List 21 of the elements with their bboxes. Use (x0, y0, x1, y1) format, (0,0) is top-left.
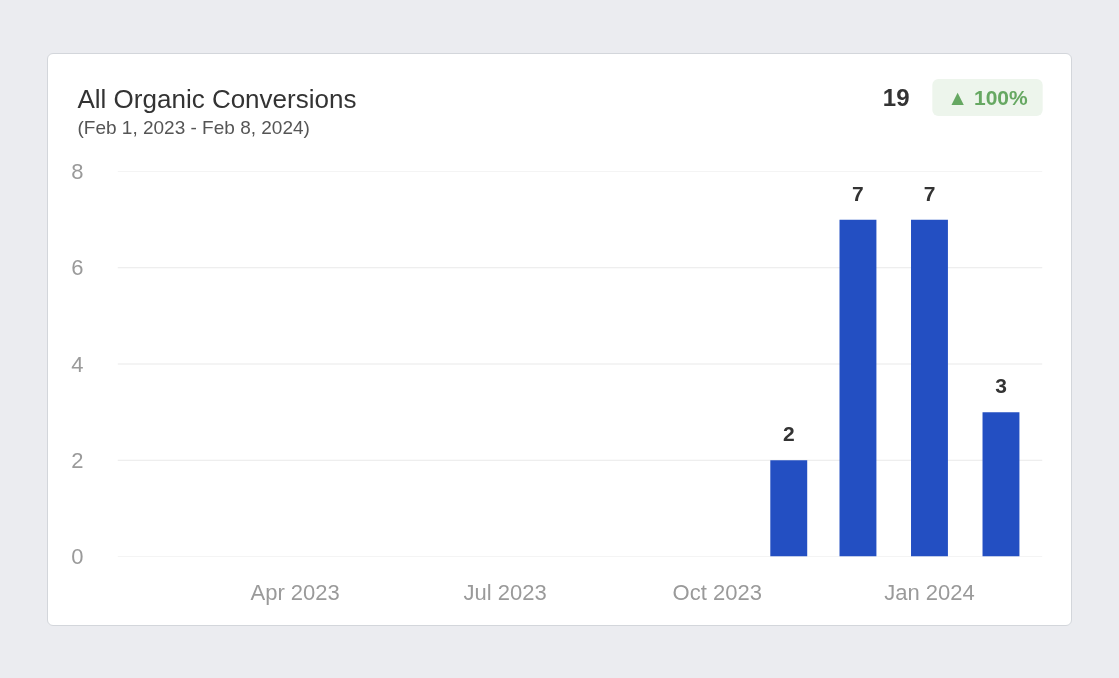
y-tick-label: 2 (71, 447, 84, 473)
y-tick-label: 8 (71, 159, 84, 184)
x-tick-label: Jan 2024 (884, 579, 975, 605)
y-tick-label: 4 (71, 351, 84, 377)
chart-subtitle: (Feb 1, 2023 - Feb 8, 2024) (77, 117, 310, 138)
bar (911, 219, 948, 557)
bar (982, 412, 1020, 557)
bar (839, 219, 877, 557)
chart-title: All Organic Conversions (77, 83, 357, 114)
text: ▲ 100% (947, 86, 1028, 109)
y-tick-label: 6 (71, 255, 84, 281)
data-label: 2 (782, 422, 795, 446)
bar (770, 460, 808, 557)
data-label: 7 (852, 181, 864, 205)
data-label: 7 (923, 181, 936, 205)
data-label: 3 (995, 374, 1007, 398)
text: 19 (882, 84, 910, 111)
x-tick-label: Apr 2023 (250, 579, 340, 605)
y-tick-label: 0 (71, 544, 84, 569)
x-tick-label: Jul 2023 (463, 579, 547, 605)
x-tick-label: Oct 2023 (672, 579, 762, 605)
